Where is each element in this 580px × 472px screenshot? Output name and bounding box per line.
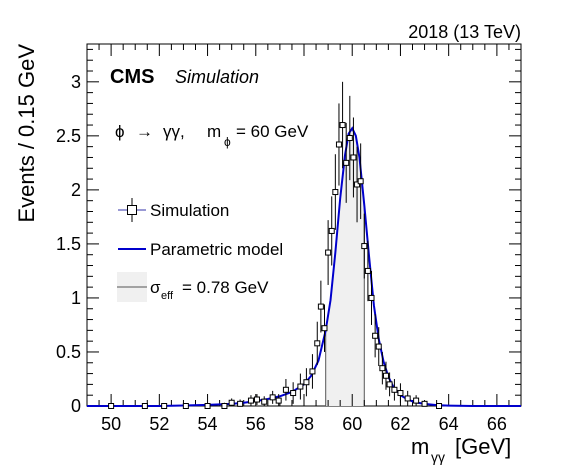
mass-symbol: m	[207, 122, 221, 141]
simulation-point	[228, 399, 235, 406]
x-tick-label: 50	[101, 414, 121, 434]
legend: Simulation Parametric model σ eff = 0.78…	[117, 198, 283, 302]
simulation-point	[436, 403, 443, 409]
simulation-point	[204, 403, 211, 409]
mass-subscript: ϕ	[224, 135, 231, 149]
simulation-point	[247, 397, 254, 404]
y-tick-label: 1	[71, 288, 81, 308]
simulation-point	[375, 343, 382, 350]
simulation-point	[221, 403, 228, 409]
simulation-point	[343, 159, 350, 166]
x-axis-title-unit: [GeV]	[455, 434, 511, 459]
simulation-point	[314, 340, 321, 347]
x-tick-label: 60	[342, 414, 362, 434]
simulation-point	[354, 181, 361, 188]
x-axis-title-sub: γγ	[431, 449, 445, 465]
sigma-eff-band-layer	[325, 129, 365, 406]
simulation-label: Simulation	[175, 67, 259, 87]
x-tick-label: 66	[487, 414, 507, 434]
y-tick-label: 0	[71, 396, 81, 416]
x-tick-label: 58	[294, 414, 314, 434]
simulation-point	[253, 396, 260, 403]
phi-symbol: ϕ	[115, 122, 125, 141]
y-tick-label: 1.5	[56, 234, 81, 254]
simulation-point	[303, 379, 310, 386]
legend-simulation-marker	[127, 205, 137, 215]
legend-sigma-subscript: eff	[161, 290, 174, 302]
x-tick-label: 62	[390, 414, 410, 434]
sigma-eff-band	[325, 129, 365, 406]
simulation-point	[386, 381, 393, 388]
simulation-point	[357, 178, 364, 185]
simulation-point	[339, 122, 346, 129]
y-tick-label: 2.5	[56, 126, 81, 146]
simulation-point	[413, 397, 420, 404]
simulation-point	[275, 397, 282, 404]
axis-ticks-layer: 50 52 54 56 58 60 62 64 66 0 0.5 1 1.5 2 2.5 3	[56, 44, 521, 434]
simulation-point	[379, 365, 386, 372]
x-tick-label: 54	[198, 414, 218, 434]
simulation-point	[391, 386, 398, 393]
gammagamma-label: γγ,	[163, 122, 185, 141]
simulation-point	[321, 325, 328, 332]
simulation-point	[364, 267, 371, 274]
simulation-point	[269, 394, 276, 401]
simulation-point	[421, 400, 428, 407]
simulation-point	[141, 403, 148, 409]
lumi-label: 2018 (13 TeV)	[408, 22, 521, 42]
simulation-point	[182, 403, 189, 409]
x-tick-label: 52	[149, 414, 169, 434]
simulation-points-layer	[108, 81, 443, 409]
simulation-point	[328, 227, 335, 234]
simulation-point	[397, 390, 404, 397]
simulation-point	[404, 395, 411, 402]
y-tick-label: 3	[71, 72, 81, 92]
simulation-point	[261, 398, 268, 405]
legend-sigma-value: = 0.78 GeV	[182, 278, 269, 297]
x-tick-label: 56	[246, 414, 266, 434]
simulation-point	[335, 141, 342, 148]
simulation-point	[290, 390, 297, 397]
y-axis-title: Events / 0.15 GeV	[14, 44, 39, 223]
simulation-point	[108, 403, 115, 409]
signal-annotation: ϕ → γγ, m ϕ = 60 GeV	[115, 122, 309, 149]
plot-frame	[86, 43, 522, 407]
model-curve-layer	[87, 126, 521, 407]
simulation-point	[332, 189, 339, 196]
simulation-point	[325, 249, 332, 256]
x-tick-label: 64	[439, 414, 459, 434]
simulation-point	[382, 372, 389, 379]
arrow-symbol: →	[136, 122, 153, 141]
simulation-point	[297, 383, 304, 390]
y-tick-label: 2	[71, 180, 81, 200]
simulation-point	[161, 403, 168, 409]
simulation-point	[350, 154, 357, 161]
simulation-point	[361, 243, 368, 250]
simulation-point	[237, 400, 244, 407]
cms-logo-text: CMS	[110, 66, 154, 88]
legend-model-label: Parametric model	[150, 240, 283, 259]
model-curve	[87, 126, 521, 407]
simulation-point	[346, 135, 353, 142]
simulation-point	[309, 368, 316, 375]
legend-simulation-label: Simulation	[150, 201, 229, 220]
mass-value: = 60 GeV	[236, 122, 309, 141]
simulation-point	[372, 332, 379, 339]
y-tick-label: 0.5	[56, 342, 81, 362]
simulation-point	[368, 294, 375, 301]
simulation-point	[282, 386, 289, 393]
legend-sigma-symbol: σ	[150, 278, 161, 297]
x-axis-title-main: m	[411, 434, 429, 459]
simulation-point	[317, 303, 324, 310]
